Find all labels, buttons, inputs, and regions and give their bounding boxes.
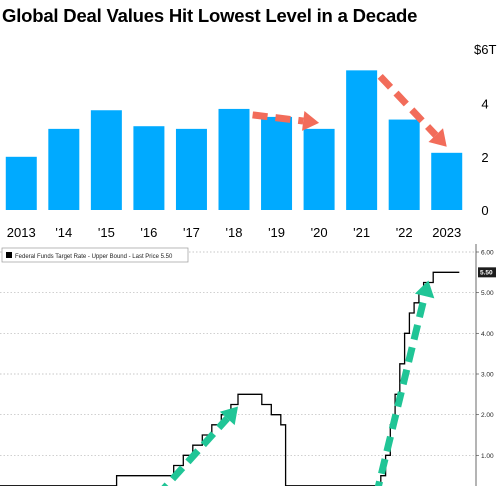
bar-2023 <box>431 152 463 210</box>
x-tick-label-21: '21 <box>353 225 370 240</box>
bar-16 <box>133 126 165 210</box>
y-tick-label-100: 1.00 <box>481 453 494 460</box>
rise-arrow-2-head <box>414 280 435 299</box>
rise-arrow-2-shaft <box>374 295 429 486</box>
x-tick-label-19: '19 <box>268 225 285 240</box>
legend-label: Federal Funds Target Rate - Upper Bound … <box>15 254 173 260</box>
bar-2013 <box>5 156 37 210</box>
fed-funds-line-chart: 6.00 5.00 4.00 3.00 2.00 1.00 Federal Funds T… <box>0 244 496 486</box>
bar-18 <box>218 108 250 210</box>
bar-17 <box>175 128 207 210</box>
legend-swatch <box>6 252 12 258</box>
y-tick-label-4: 4 <box>481 97 488 112</box>
last-price-tag-bg <box>478 267 496 278</box>
y-tick-label-300: 3.00 <box>481 372 494 379</box>
x-tick-label-18: '18 <box>226 225 243 240</box>
bar-14 <box>48 128 80 210</box>
x-tick-label-20: '20 <box>311 225 328 240</box>
bar-22 <box>388 119 420 210</box>
rise-arrow-2 <box>374 280 435 486</box>
y-tick-label-500: 5.00 <box>481 290 494 297</box>
y-tick-label-2: 2 <box>481 150 488 165</box>
legend: Federal Funds Target Rate - Upper Bound … <box>1 247 189 263</box>
plot-background <box>0 244 476 486</box>
x-tick-label-22: '22 <box>396 225 413 240</box>
x-tick-label-2023: 2023 <box>432 225 461 240</box>
rise-arrow-1-head <box>219 406 238 426</box>
chart-title: Global Deal Values Hit Lowest Level in a… <box>2 5 418 26</box>
bar-15 <box>90 110 122 210</box>
bar-21 <box>346 70 378 210</box>
decline-arrow-2-head <box>428 128 447 147</box>
x-tick-label-14: '14 <box>55 225 72 240</box>
fed-funds-rate-line <box>0 271 460 486</box>
decline-arrow-2 <box>377 73 447 147</box>
x-tick-label-2013: 2013 <box>7 225 36 240</box>
rise-arrow-1-shaft <box>161 416 230 486</box>
decline-arrow-1 <box>252 111 320 131</box>
last-price-tag-label: 5.50 <box>480 270 493 277</box>
x-tick-label-17: '17 <box>183 225 200 240</box>
y-axis-unit-label: $6T <box>474 42 496 57</box>
legend-box <box>1 247 189 263</box>
decline-arrow-1-shaft <box>252 111 304 125</box>
bar-20 <box>303 128 335 210</box>
x-tick-label-15: '15 <box>98 225 115 240</box>
y-tick-label-600: 6.00 <box>481 250 494 257</box>
decline-arrow-1-head <box>302 111 320 131</box>
y-tick-label-200: 2.00 <box>481 412 494 419</box>
y-tick-label-0: 0 <box>481 203 488 218</box>
last-price-tag: 5.50 <box>478 267 496 278</box>
y-tick-label-400: 4.00 <box>481 331 494 338</box>
rise-arrow-1 <box>161 406 238 486</box>
x-tick-label-16: '16 <box>140 225 157 240</box>
deal-values-bar-chart: 420 2013'14'15'16'17'18'19'20'21'22 2023 … <box>5 42 496 240</box>
bar-19 <box>261 116 293 210</box>
decline-arrow-2-shaft <box>377 73 439 138</box>
